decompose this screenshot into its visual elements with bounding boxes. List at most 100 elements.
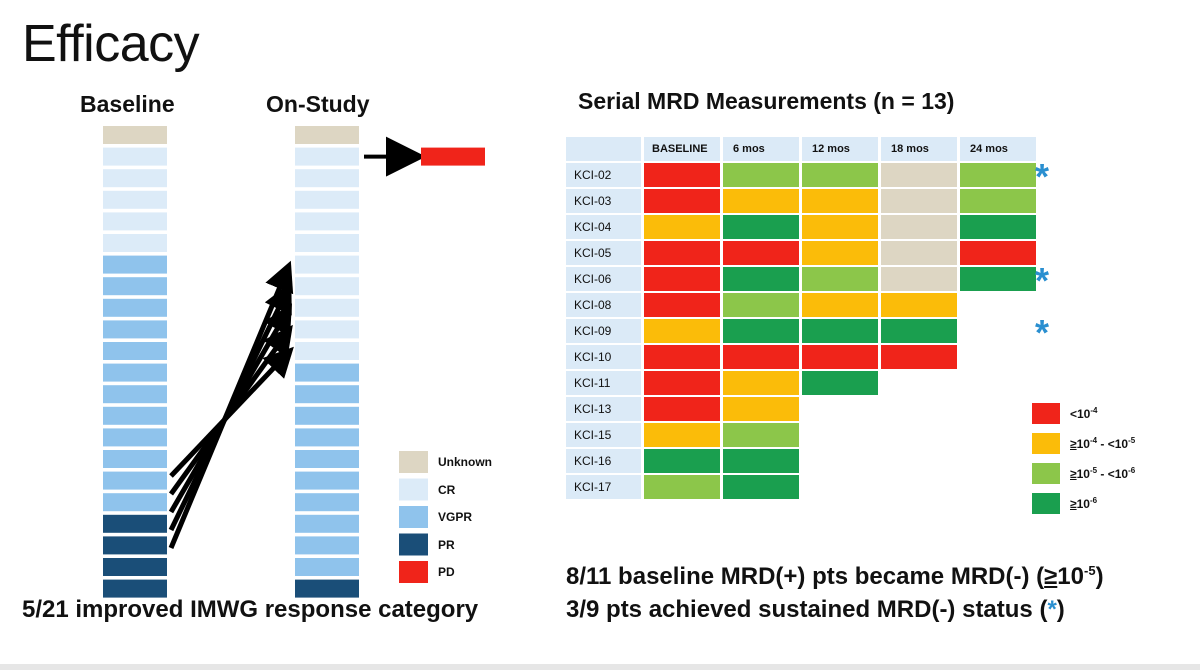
onstudy-segment-cr: [295, 147, 359, 166]
baseline-segment-pr: [103, 558, 167, 576]
heatmap-cell-x: [881, 215, 957, 239]
heatmap-cell-lg: [723, 423, 799, 447]
footnote1-text: 8/11 baseline MRD(+) pts became MRD(-) (: [566, 563, 1045, 590]
heatmap-cell-dg: [960, 267, 1036, 291]
sustained-asterisk: *: [1035, 156, 1050, 197]
heatmap-cell-r: [723, 345, 799, 369]
baseline-segment-vgpr: [103, 428, 167, 447]
legend-swatch-cr: [399, 478, 428, 501]
onstudy-segment-cr: [295, 320, 359, 339]
footnote1-ge: ≥: [1044, 563, 1058, 590]
onstudy-label: On-Study: [266, 91, 370, 117]
onstudy-segment-unknown: [295, 126, 359, 144]
onstudy-segment-vgpr: [295, 514, 359, 533]
mrd-legend-swatch-dg: [1032, 493, 1060, 514]
heatmap-column-header: BASELINE: [644, 137, 720, 161]
footnote2-asterisk: *: [1047, 596, 1057, 623]
legend-swatch-pr: [399, 533, 428, 556]
legend-label-unknown: Unknown: [438, 455, 492, 469]
heatmap-cell-r: [960, 241, 1036, 265]
heatmap-cell-r: [644, 267, 720, 291]
heatmap-cell-r: [644, 241, 720, 265]
heatmap-row-label: KCI-02: [566, 163, 641, 187]
heatmap-cell-o: [802, 189, 878, 213]
onstudy-segment-cr: [295, 234, 359, 252]
legend-swatch-unknown: [399, 451, 428, 473]
heatmap-cell-o: [802, 293, 878, 317]
heatmap-cell-r: [881, 345, 957, 369]
baseline-segment-cr: [103, 190, 167, 209]
mrd-footnote-1: 8/11 baseline MRD(+) pts became MRD(-) (…: [566, 563, 1104, 591]
heatmap-row-label: KCI-03: [566, 189, 641, 213]
heatmap-cell-o: [644, 423, 720, 447]
heatmap-cell-x: [881, 189, 957, 213]
heatmap-row-label: KCI-11: [566, 371, 641, 395]
sustained-asterisk: *: [1035, 260, 1050, 301]
heatmap-cell-dg: [723, 215, 799, 239]
footnote2-close: ): [1056, 596, 1065, 623]
footnote1-ten: 10: [1057, 563, 1084, 590]
heatmap-row-label: KCI-15: [566, 423, 641, 447]
baseline-segment-unknown: [103, 126, 167, 144]
heatmap-row-label: KCI-06: [566, 267, 641, 291]
baseline-segment-pr: [103, 536, 167, 555]
baseline-label: Baseline: [80, 91, 175, 117]
footnote1-exp: -5: [1084, 563, 1096, 578]
heatmap-cell-dg: [723, 449, 799, 473]
heatmap-cell-o: [723, 189, 799, 213]
footnote2-text: 3/9 pts achieved sustained MRD(-) status…: [566, 596, 1048, 623]
heatmap-cell-dg: [644, 449, 720, 473]
heatmap-column-header: 6 mos: [723, 137, 799, 161]
heatmap-cell-dg: [723, 267, 799, 291]
heatmap-column-header: 24 mos: [960, 137, 1036, 161]
heatmap-cell-r: [723, 241, 799, 265]
bottom-rule: [0, 664, 1200, 670]
heatmap-cell-x: [881, 241, 957, 265]
heatmap-cell-lg: [960, 189, 1036, 213]
onstudy-segment-vgpr: [295, 428, 359, 447]
legend-label-pd: PD: [438, 565, 455, 579]
baseline-segment-vgpr: [103, 385, 167, 404]
page-title: Efficacy: [22, 15, 200, 73]
heatmap-row-label: KCI-04: [566, 215, 641, 239]
heatmap-row-label: KCI-05: [566, 241, 641, 265]
mrd-legend-label-o: ≥10-4 - <10-5: [1070, 436, 1136, 451]
heatmap-cell-dg: [802, 319, 878, 343]
mrd-legend-swatch-r: [1032, 403, 1060, 424]
heatmap-cell-lg: [644, 475, 720, 499]
baseline-segment-pr: [103, 514, 167, 533]
heatmap-cell-o: [723, 371, 799, 395]
mrd-legend-label-lg: ≥10-5 - <10-6: [1070, 466, 1136, 481]
onstudy-segment-cr: [295, 342, 359, 360]
baseline-segment-vgpr: [103, 493, 167, 512]
onstudy-segment-vgpr: [295, 363, 359, 382]
baseline-segment-vgpr: [103, 298, 167, 317]
heatmap-row-label: KCI-16: [566, 449, 641, 473]
baseline-segment-vgpr: [103, 406, 167, 425]
onstudy-segment-cr: [295, 298, 359, 317]
footnote1-close: ): [1095, 563, 1104, 590]
heatmap-cell-o: [802, 215, 878, 239]
baseline-segment-cr: [103, 147, 167, 166]
baseline-segment-vgpr: [103, 342, 167, 360]
onstudy-segment-vgpr: [295, 536, 359, 555]
onstudy-segment-pr: [295, 579, 359, 598]
heatmap-cell-r: [802, 345, 878, 369]
heatmap-cell-dg: [960, 215, 1036, 239]
legend-swatch-pd: [399, 561, 428, 583]
heatmap-cell-dg: [802, 371, 878, 395]
legend-label-pr: PR: [438, 537, 455, 552]
heatmap-row-label: KCI-08: [566, 293, 641, 317]
improvement-arrow: [169, 346, 294, 478]
heatmap-column-header: 12 mos: [802, 137, 878, 161]
heatmap-column-header: 18 mos: [881, 137, 957, 161]
onstudy-segment-vgpr: [295, 385, 359, 404]
baseline-segment-vgpr: [103, 277, 167, 296]
onstudy-segment-vgpr: [295, 558, 359, 576]
onstudy-segment-cr: [295, 277, 359, 296]
mrd-footnote-2: 3/9 pts achieved sustained MRD(-) status…: [566, 596, 1065, 624]
heatmap-cell-o: [881, 293, 957, 317]
onstudy-segment-cr: [295, 255, 359, 274]
legend-label-vgpr: VGPR: [438, 510, 473, 524]
